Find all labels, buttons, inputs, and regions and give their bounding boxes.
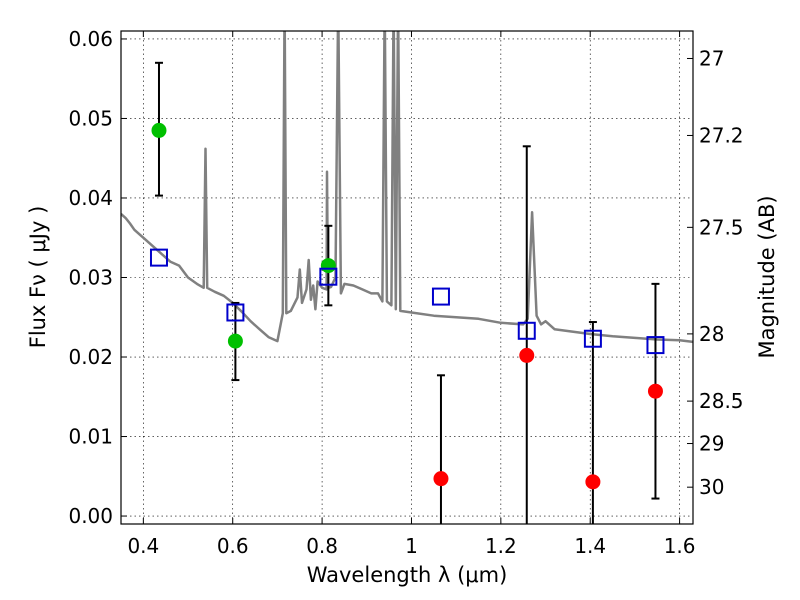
magnitude-tick-label: 30	[699, 475, 724, 499]
x-tick-labels: 0.4 0.6 0.8 1 1.2 1.4 1.6	[127, 534, 695, 558]
axis-ticks	[121, 31, 693, 524]
y-tick-label: 0.00	[68, 504, 113, 528]
detection-point	[227, 333, 243, 349]
sed-template-line	[121, 31, 693, 344]
y-tick-label: 0.03	[68, 266, 113, 290]
magnitude-tick-label: 28	[699, 322, 724, 346]
detection-point	[151, 122, 167, 138]
model-photometry-point	[431, 287, 450, 306]
y-tick-label: 0.04	[68, 186, 113, 210]
y-tick-label: 0.06	[68, 27, 113, 51]
x-tick-label: 1.6	[664, 534, 696, 558]
model-photometry-point	[646, 336, 665, 355]
upper-limit-point	[647, 383, 663, 399]
y-tick-labels: 0.00 0.01 0.02 0.03 0.04 0.05 0.06	[68, 27, 113, 528]
x-tick-label: 0.4	[127, 534, 159, 558]
point-layer	[149, 122, 665, 490]
x-axis-label: Wavelength λ (μm)	[307, 563, 508, 587]
magnitude-tick-label: 27.5	[699, 215, 744, 239]
x-tick-label: 1.4	[574, 534, 606, 558]
magnitude-tick-label: 27	[699, 46, 724, 70]
model-photometry-point	[226, 303, 245, 322]
model-photometry-point	[583, 329, 602, 348]
y-tick-label: 0.05	[68, 106, 113, 130]
magnitude-tick-label: 29	[699, 432, 724, 456]
magnitude-tick-label: 27.2	[699, 123, 744, 147]
y-axis-label: Flux Fν ( μJy )	[26, 206, 50, 349]
x-tick-label: 1	[405, 534, 418, 558]
model-photometry-point	[149, 248, 168, 267]
model-photometry-point	[319, 267, 338, 286]
y-tick-label: 0.01	[68, 425, 113, 449]
magnitude-tick-labels: 27 27.2 27.5 28 28.5 29 30	[699, 46, 744, 499]
magnitude-axis-label: Magnitude (AB)	[755, 195, 779, 358]
model-photometry-point	[517, 321, 536, 340]
model-line-layer	[121, 31, 693, 344]
upper-limit-point	[585, 474, 601, 490]
magnitude-tick-label: 28.5	[699, 389, 744, 413]
grid-lines	[121, 31, 693, 524]
x-tick-label: 0.8	[306, 534, 338, 558]
upper-limit-point	[519, 347, 535, 363]
x-tick-label: 0.6	[217, 534, 249, 558]
y-tick-label: 0.02	[68, 345, 113, 369]
detection-point	[320, 258, 336, 274]
upper-limit-point	[433, 471, 449, 487]
x-tick-label: 1.2	[485, 534, 517, 558]
